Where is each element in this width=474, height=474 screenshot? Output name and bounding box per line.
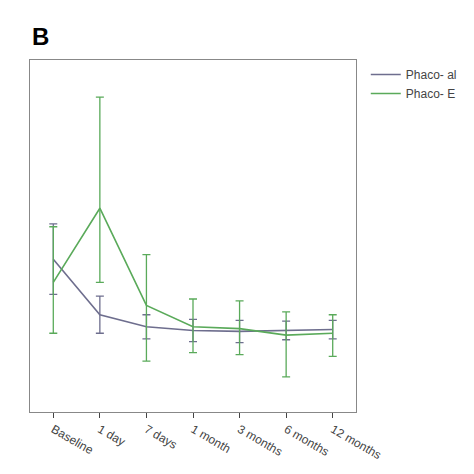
svg-text:3 months: 3 months — [235, 422, 285, 459]
svg-text:Baseline: Baseline — [49, 422, 96, 457]
svg-text:B: B — [32, 23, 49, 50]
svg-text:Phaco- al: Phaco- al — [406, 68, 457, 82]
svg-text:Phaco- E: Phaco- E — [406, 87, 455, 101]
svg-text:1 month: 1 month — [189, 422, 234, 456]
svg-text:6 months: 6 months — [282, 422, 332, 459]
svg-text:12 months: 12 months — [328, 422, 384, 462]
svg-text:7 days: 7 days — [142, 422, 180, 452]
svg-text:1 day: 1 day — [95, 422, 127, 449]
